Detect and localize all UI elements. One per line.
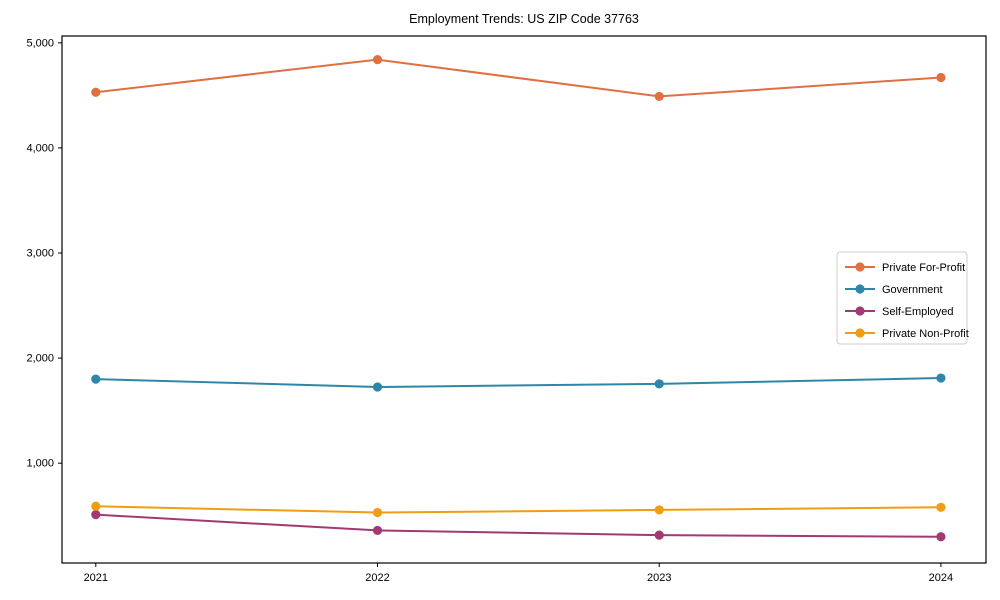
- x-tick-label: 2024: [929, 572, 953, 584]
- x-axis: 2021 2022 2023 2024: [84, 563, 953, 584]
- data-point-marker: [91, 87, 101, 97]
- legend-marker: [855, 328, 865, 338]
- legend-label: Government: [882, 284, 943, 296]
- legend-marker: [855, 262, 865, 272]
- series-line: [94, 513, 942, 538]
- data-point-marker: [936, 502, 946, 512]
- data-point-marker: [91, 501, 101, 511]
- legend-label: Self-Employed: [882, 306, 954, 318]
- legend-label: Private For-Profit: [882, 262, 965, 274]
- data-point-marker: [654, 505, 664, 515]
- y-tick-label: 3,000: [26, 248, 54, 260]
- data-point-marker: [91, 374, 101, 384]
- x-tick-label: 2023: [647, 572, 671, 584]
- legend-marker: [855, 284, 865, 294]
- data-point-marker: [91, 510, 101, 520]
- data-point-marker: [372, 525, 383, 536]
- data-point-marker: [654, 530, 664, 540]
- x-tick-label: 2022: [365, 572, 389, 584]
- plot-area-border: [61, 35, 987, 564]
- chart-title: Employment Trends: US ZIP Code 37763: [409, 12, 639, 26]
- data-point-marker: [654, 91, 664, 102]
- legend-marker: [855, 306, 865, 316]
- legend-label: Private Non-Profit: [882, 328, 969, 340]
- data-point-marker: [372, 507, 383, 518]
- series-group: [91, 55, 946, 542]
- data-point-marker: [936, 532, 946, 542]
- series-line: [94, 58, 942, 98]
- legend-box: [836, 251, 968, 345]
- y-tick-label: 2,000: [26, 353, 54, 365]
- x-tick-label: 2021: [84, 572, 108, 584]
- data-point-marker: [372, 55, 383, 65]
- y-tick-label: 5,000: [26, 37, 54, 49]
- y-axis: 1,000 2,000 3,000 4,000 5,000: [26, 37, 62, 470]
- data-point-marker: [936, 373, 946, 383]
- series-line: [94, 505, 942, 514]
- data-point-marker: [654, 379, 664, 389]
- data-point-marker: [372, 382, 383, 392]
- legend: Private For-Profit Government Self-Employe…: [836, 251, 969, 345]
- series-line: [94, 377, 942, 388]
- data-point-marker: [936, 72, 946, 83]
- y-tick-label: 4,000: [26, 142, 54, 154]
- y-tick-label: 1,000: [26, 458, 54, 470]
